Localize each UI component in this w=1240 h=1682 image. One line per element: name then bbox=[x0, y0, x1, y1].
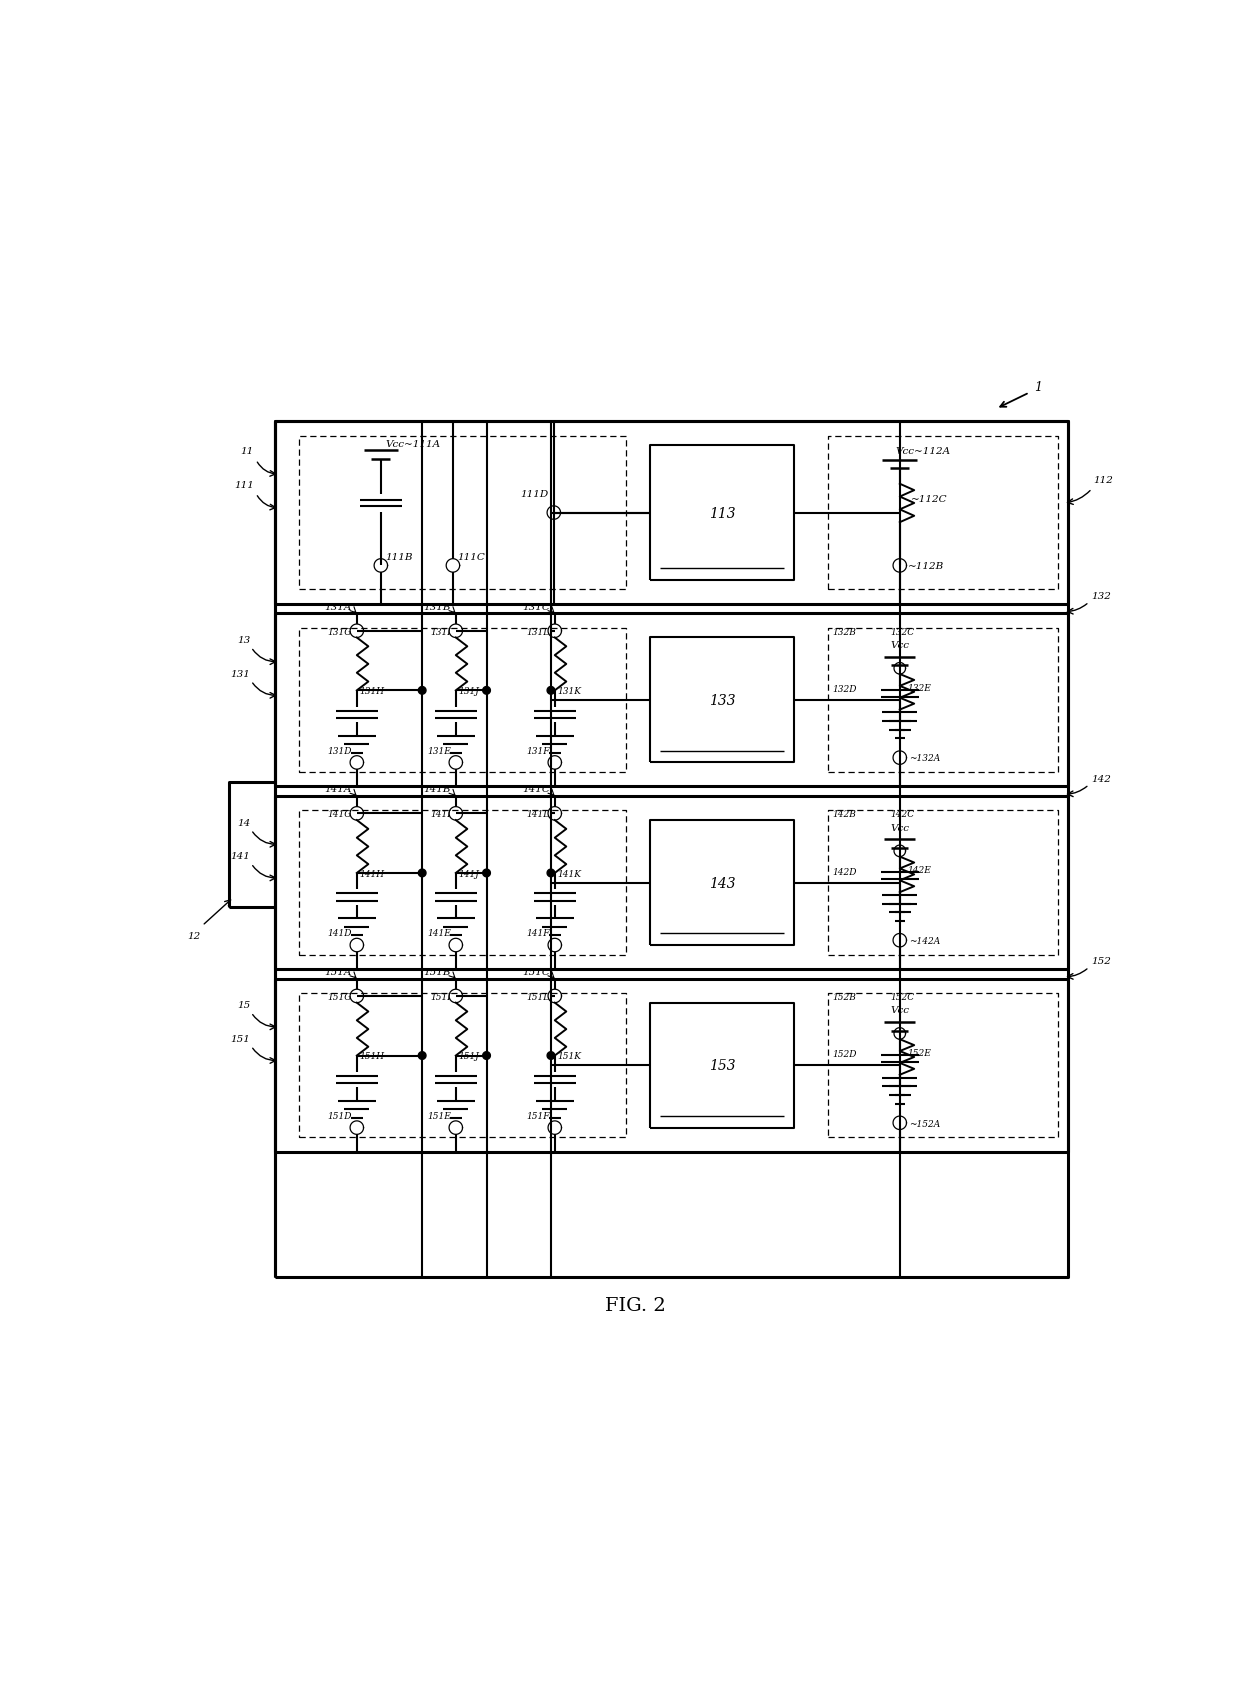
Text: 141: 141 bbox=[231, 853, 250, 861]
Text: 131H: 131H bbox=[360, 686, 384, 696]
Text: 152B: 152B bbox=[832, 992, 857, 1001]
Text: 141E: 141E bbox=[427, 928, 451, 939]
Text: 132B: 132B bbox=[832, 627, 857, 636]
Text: 133: 133 bbox=[709, 693, 735, 708]
Text: 112: 112 bbox=[1092, 476, 1112, 484]
Text: ~112C: ~112C bbox=[911, 495, 947, 503]
Text: 141C: 141C bbox=[522, 785, 551, 794]
Text: 153: 153 bbox=[709, 1058, 735, 1073]
Text: 152E: 152E bbox=[908, 1048, 931, 1058]
Text: 142C: 142C bbox=[890, 809, 914, 819]
Text: 131K: 131K bbox=[558, 686, 582, 696]
Text: 132E: 132E bbox=[908, 683, 931, 693]
Text: ~142A: ~142A bbox=[909, 937, 941, 945]
Text: 111B: 111B bbox=[386, 552, 413, 562]
Text: FIG. 2: FIG. 2 bbox=[605, 1297, 666, 1315]
Text: 111: 111 bbox=[234, 481, 254, 489]
Text: 151D: 151D bbox=[327, 1112, 352, 1120]
Text: 131G: 131G bbox=[327, 627, 352, 636]
Text: 143: 143 bbox=[709, 876, 735, 890]
Text: 131F: 131F bbox=[527, 747, 551, 755]
Text: 151K: 151K bbox=[558, 1051, 582, 1061]
Polygon shape bbox=[547, 1051, 554, 1060]
Text: 152C: 152C bbox=[890, 992, 914, 1001]
Polygon shape bbox=[547, 688, 554, 695]
Polygon shape bbox=[547, 870, 554, 878]
Text: 15: 15 bbox=[237, 1001, 250, 1009]
Text: 141G: 141G bbox=[327, 809, 352, 819]
Text: 141D: 141D bbox=[327, 928, 352, 939]
Polygon shape bbox=[482, 1051, 490, 1060]
Text: ~132A: ~132A bbox=[909, 754, 941, 764]
Polygon shape bbox=[482, 688, 490, 695]
Text: 142: 142 bbox=[1091, 774, 1111, 784]
Text: 132D: 132D bbox=[832, 685, 857, 693]
Text: 151J: 151J bbox=[459, 1051, 480, 1061]
Text: 151A: 151A bbox=[325, 967, 352, 976]
Text: Vcc~112A: Vcc~112A bbox=[895, 447, 950, 456]
Text: 151I: 151I bbox=[430, 992, 451, 1001]
Text: 152: 152 bbox=[1091, 957, 1111, 965]
Text: 131: 131 bbox=[231, 669, 250, 678]
Text: 141I: 141I bbox=[430, 809, 451, 819]
Text: 142E: 142E bbox=[908, 866, 931, 875]
Text: 131D: 131D bbox=[327, 747, 352, 755]
Text: 151H: 151H bbox=[360, 1051, 384, 1061]
Text: 111D: 111D bbox=[521, 489, 549, 500]
Text: 151F: 151F bbox=[527, 1112, 551, 1120]
Text: 151: 151 bbox=[231, 1034, 250, 1043]
Text: 131L: 131L bbox=[527, 627, 551, 636]
Text: 1: 1 bbox=[1034, 382, 1043, 394]
Text: 142B: 142B bbox=[832, 809, 857, 819]
Text: 141H: 141H bbox=[360, 870, 384, 878]
Text: 131I: 131I bbox=[430, 627, 451, 636]
Text: 141A: 141A bbox=[325, 785, 352, 794]
Text: Vcc: Vcc bbox=[890, 822, 909, 833]
Text: 11: 11 bbox=[241, 447, 254, 456]
Text: 131A: 131A bbox=[325, 602, 352, 611]
Text: ~112B: ~112B bbox=[908, 562, 944, 570]
Text: 12: 12 bbox=[187, 932, 200, 940]
Text: 152D: 152D bbox=[832, 1050, 857, 1058]
Text: 141F: 141F bbox=[527, 928, 551, 939]
Text: 151G: 151G bbox=[327, 992, 352, 1001]
Text: 131J: 131J bbox=[459, 686, 480, 696]
Text: 132: 132 bbox=[1091, 592, 1111, 600]
Text: 131C: 131C bbox=[522, 602, 551, 611]
Text: 111C: 111C bbox=[458, 552, 486, 562]
Text: 141L: 141L bbox=[527, 809, 551, 819]
Text: 132C: 132C bbox=[890, 627, 914, 636]
Text: 13: 13 bbox=[237, 636, 250, 644]
Text: 151B: 151B bbox=[424, 967, 451, 976]
Text: Vcc~111A: Vcc~111A bbox=[386, 441, 440, 449]
Polygon shape bbox=[418, 1051, 427, 1060]
Text: 142D: 142D bbox=[832, 868, 857, 876]
Text: 141K: 141K bbox=[558, 870, 582, 878]
Polygon shape bbox=[482, 870, 490, 878]
Text: ~152A: ~152A bbox=[909, 1119, 941, 1129]
Text: 151E: 151E bbox=[427, 1112, 451, 1120]
Polygon shape bbox=[418, 688, 427, 695]
Text: Vcc: Vcc bbox=[890, 1006, 909, 1014]
Text: 141J: 141J bbox=[459, 870, 480, 878]
Text: 113: 113 bbox=[709, 506, 735, 520]
Text: 141B: 141B bbox=[424, 785, 451, 794]
Text: Vcc: Vcc bbox=[890, 641, 909, 649]
Text: 151L: 151L bbox=[527, 992, 551, 1001]
Text: 131B: 131B bbox=[424, 602, 451, 611]
Polygon shape bbox=[418, 870, 427, 878]
Text: 151C: 151C bbox=[522, 967, 551, 976]
Text: 131E: 131E bbox=[427, 747, 451, 755]
Text: 14: 14 bbox=[237, 819, 250, 828]
